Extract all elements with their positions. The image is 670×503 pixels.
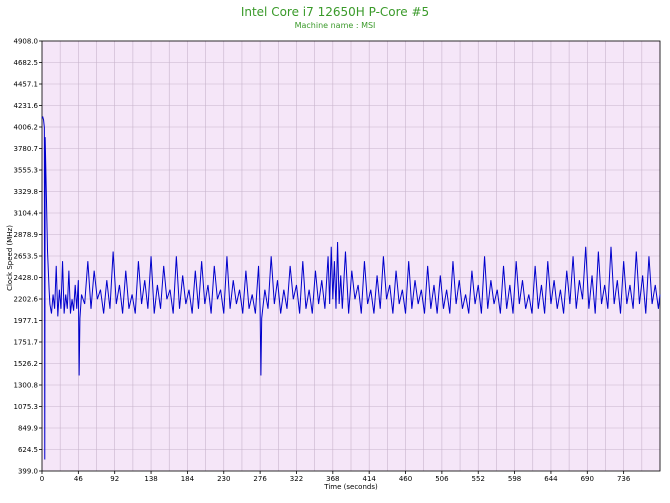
x-tick-label: 322	[290, 475, 303, 483]
x-tick-label: 138	[144, 475, 157, 483]
y-tick-label: 3329.8	[14, 188, 39, 196]
grid-lines	[41, 40, 661, 472]
x-tick-label: 276	[253, 475, 267, 483]
y-tick-label: 3780.7	[14, 145, 39, 153]
x-tick-label: 230	[217, 475, 230, 483]
chart-subtitle: Machine name : MSI	[294, 21, 376, 30]
x-tick-label: 92	[110, 475, 119, 483]
y-tick-label: 1977.1	[14, 317, 39, 325]
y-tick-label: 3555.3	[14, 167, 39, 175]
chart-title: Intel Core i7 12650H P-Core #5	[240, 5, 430, 19]
x-tick-label: 0	[40, 475, 44, 483]
x-tick-label: 552	[472, 475, 485, 483]
y-tick-label: 4908.0	[14, 38, 39, 46]
y-tick-label: 624.5	[18, 446, 38, 454]
x-tick-label: 598	[508, 475, 521, 483]
x-axis-label: Time (seconds)	[324, 483, 378, 491]
y-tick-label: 4006.2	[14, 124, 39, 132]
y-tick-label: 1300.8	[14, 382, 39, 390]
x-tick-label: 414	[362, 475, 376, 483]
y-tick-label: 2653.5	[14, 253, 39, 261]
y-tick-label: 399.0	[18, 468, 38, 476]
y-tick-label: 1751.7	[14, 339, 39, 347]
y-tick-label: 4231.6	[14, 102, 39, 110]
x-tick-label: 184	[181, 475, 195, 483]
y-tick-labels: 399.0 624.5 849.9 1075.3 1300.8 1526.2 1751.7 1…	[14, 38, 42, 476]
x-tick-label: 690	[581, 475, 594, 483]
y-tick-label: 2428.0	[14, 274, 39, 282]
x-tick-label: 368	[326, 475, 339, 483]
x-tick-label: 736	[617, 475, 631, 483]
y-tick-label: 849.9	[18, 425, 38, 433]
x-tick-label: 46	[74, 475, 83, 483]
y-tick-label: 4682.5	[14, 59, 39, 67]
y-tick-label: 1526.2	[14, 360, 39, 368]
series-line-clock-speed	[41, 116, 661, 460]
x-tick-label: 506	[435, 475, 449, 483]
y-tick-label: 2878.9	[14, 231, 39, 239]
y-tick-label: 1075.3	[14, 403, 39, 411]
y-tick-label: 3104.4	[14, 210, 39, 218]
x-tick-labels: 0 46 92 138 184 230 276 322 368 414 460 506 552 598 64…	[40, 471, 631, 483]
x-tick-label: 460	[399, 475, 412, 483]
x-tick-label: 644	[544, 475, 558, 483]
y-tick-label: 4457.1	[14, 81, 39, 89]
y-tick-label: 2202.6	[14, 296, 39, 304]
